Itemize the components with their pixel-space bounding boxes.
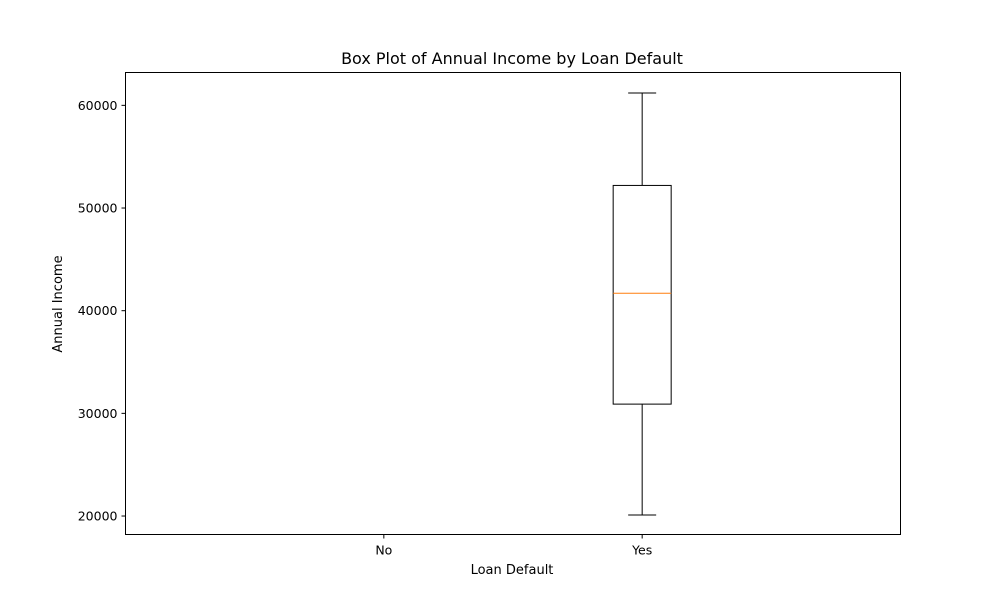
y-tick-label: 40000 <box>78 303 118 318</box>
y-axis-ticks: 20000 30000 40000 50000 60000 <box>78 98 126 524</box>
box-series <box>612 92 672 516</box>
y-axis-label: Annual Income <box>51 255 66 352</box>
plot-area <box>125 72 901 535</box>
plot-frame <box>125 72 901 535</box>
x-tick-label: Yes <box>631 543 652 558</box>
box-yes <box>612 92 672 516</box>
x-axis-label: Loan Default <box>471 563 554 578</box>
x-tick-label: No <box>375 543 392 558</box>
chart-title: Box Plot of Annual Income by Loan Defaul… <box>341 49 683 68</box>
x-axis-ticks: No Yes <box>375 534 652 558</box>
y-tick-label: 30000 <box>78 406 118 421</box>
y-tick-label: 50000 <box>78 201 118 216</box>
iqr-box <box>612 184 672 405</box>
y-tick-label: 60000 <box>78 98 118 113</box>
y-tick-label: 20000 <box>78 509 118 524</box>
